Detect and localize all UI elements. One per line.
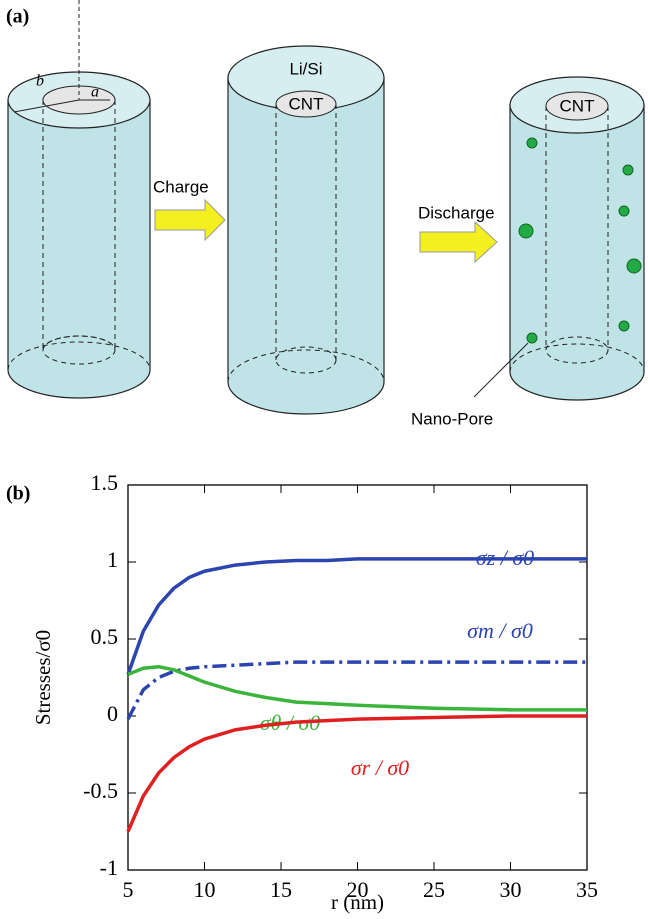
panel-label: (b)	[6, 483, 30, 505]
line	[126, 660, 587, 720]
arrow	[154, 198, 226, 242]
line	[126, 557, 587, 676]
x-tick-label: 15	[270, 877, 292, 902]
y-tick-label: 1.5	[91, 470, 119, 495]
hidden-base	[42, 335, 116, 365]
diagram-a: (a) b a Charge Li/Si CNT Discharge CNT	[6, 0, 645, 428]
hidden-core	[42, 100, 116, 350]
label-b: b	[36, 73, 44, 90]
y-tick-label: -1	[100, 855, 118, 880]
y-tick-label: 0.5	[91, 624, 119, 649]
x-tick-label: 20	[347, 877, 369, 902]
series-label: σr / σ0	[351, 755, 409, 780]
arrow-label: Discharge	[418, 203, 495, 222]
radius-b	[13, 99, 80, 113]
panel-label: (a)	[6, 6, 29, 28]
line	[127, 664, 587, 712]
y-axis-label: Stresses/σ0	[31, 630, 55, 725]
pointer	[473, 342, 529, 398]
material-label: Li/Si	[289, 59, 322, 78]
chart: 5 10 15 20 25 30 35 -1 -0.5 0 0.5 1 1.5 r (nm) Stresse…	[31, 470, 598, 914]
hidden-core	[509, 106, 645, 373]
y-tick-label: -0.5	[83, 778, 118, 803]
x-tick-label: 5	[123, 877, 134, 902]
series-label: σm / σ0	[467, 618, 533, 643]
pores	[518, 137, 642, 344]
cylinder	[509, 104, 645, 401]
arrow	[419, 220, 498, 264]
x-tick-label: 30	[500, 877, 522, 902]
core-label: CNT	[560, 96, 595, 115]
cylinder	[7, 99, 151, 399]
y-tick-label: 0	[107, 701, 118, 726]
hidden-core	[227, 104, 385, 383]
label-a: a	[91, 84, 99, 101]
cylinder	[227, 77, 385, 415]
x-axis-label: r (nm)	[331, 890, 384, 914]
x-tick-label: 25	[423, 877, 445, 902]
arrow-label: Charge	[153, 177, 209, 196]
series-label: σz / σ0	[476, 545, 534, 570]
line	[126, 714, 587, 833]
x-tick-label: 35	[576, 877, 598, 902]
x-tick-label: 10	[194, 877, 216, 902]
hidden-base	[275, 346, 337, 374]
y-tick-label: 1	[107, 547, 118, 572]
pore-label: Nano-Pore	[411, 409, 493, 428]
core-label: CNT	[289, 94, 324, 113]
hidden-base	[545, 336, 609, 364]
